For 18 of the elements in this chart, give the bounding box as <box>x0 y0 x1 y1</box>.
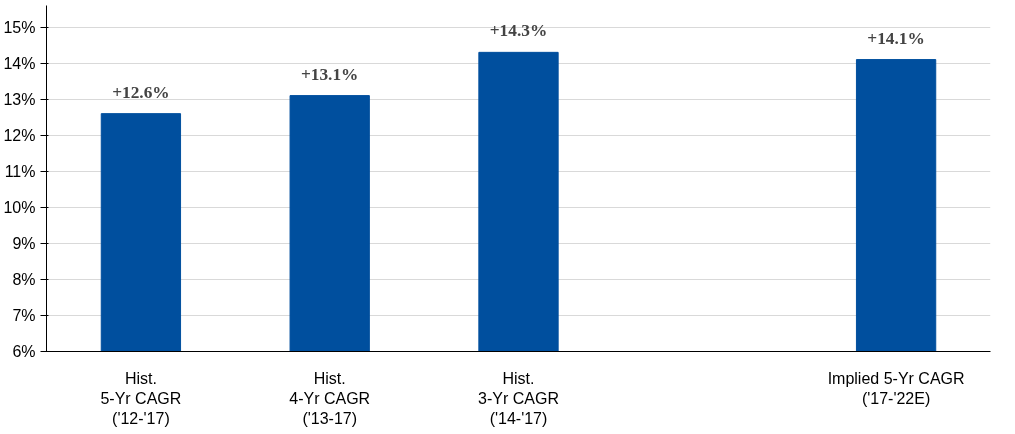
data-label: +12.6% <box>112 82 170 102</box>
x-tick-label: Implied 5-Yr CAGR ('17-'22E) <box>827 369 965 407</box>
y-tick-label: 7% <box>12 306 36 324</box>
y-tick-label: 8% <box>12 270 36 288</box>
y-tick-label: 13% <box>3 90 36 108</box>
x-tick-label: Hist. 3-Yr CAGR ('14-'17) <box>478 369 559 428</box>
y-tick-label: 9% <box>12 234 36 252</box>
y-tick-label: 12% <box>3 126 36 144</box>
y-tick-label: 11% <box>4 162 36 180</box>
x-tick-label: Hist. 4-Yr CAGR ('13-17) <box>289 369 371 428</box>
y-tick-label: 10% <box>3 198 36 216</box>
data-label: +14.1% <box>867 28 925 48</box>
data-label: +14.3% <box>489 21 548 41</box>
data-label: +13.1% <box>300 64 359 84</box>
y-tick-label: 14% <box>3 54 36 72</box>
x-tick-label: Hist. 5-Yr CAGR ('12-'17) <box>100 369 182 428</box>
y-tick-label: 15% <box>3 18 36 36</box>
y-tick-label: 6% <box>12 343 36 360</box>
